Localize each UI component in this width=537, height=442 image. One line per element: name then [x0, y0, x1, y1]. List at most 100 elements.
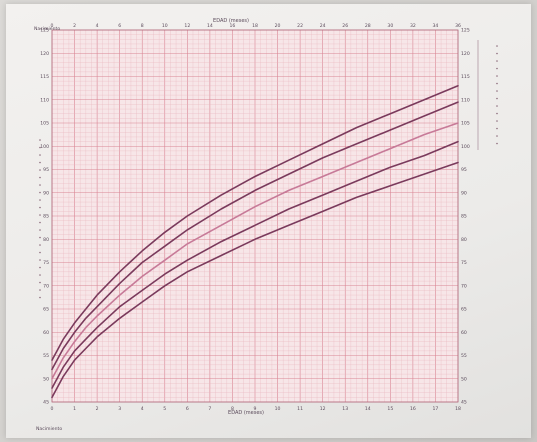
x-tick-top: 4 [96, 23, 99, 29]
margin-mark [39, 154, 41, 156]
margin-mark [39, 251, 41, 254]
x-tick-top: 14 [207, 23, 213, 29]
x-tick-bottom: 15 [387, 406, 393, 412]
x-tick-top: 26 [342, 23, 348, 29]
margin-mark [39, 221, 41, 224]
legend-mark [496, 82, 498, 85]
y-tick-left: 45 [43, 400, 49, 406]
x-tick-top: 22 [297, 23, 303, 29]
y-tick-left: 100 [40, 144, 49, 150]
legend-mark [496, 127, 498, 130]
margin-mark [39, 259, 41, 261]
x-tick-bottom: 16 [410, 406, 416, 412]
margin-mark [39, 266, 41, 269]
x-tick-top: 16 [230, 23, 236, 29]
x-tick-top: 18 [252, 23, 258, 29]
y-tick-left: 80 [43, 237, 49, 243]
margin-mark [39, 274, 41, 276]
margin-mark [39, 244, 41, 246]
x-tick-top: 32 [410, 23, 416, 29]
y-tick-right: 105 [461, 121, 470, 127]
y-tick-right: 70 [461, 283, 467, 289]
x-tick-top: 36 [455, 23, 461, 29]
x-tick-top: 0 [51, 23, 54, 29]
x-tick-bottom: 18 [455, 406, 461, 412]
y-tick-right: 45 [461, 400, 467, 406]
legend-mark [496, 75, 498, 77]
margin-mark [39, 176, 41, 179]
y-tick-right: 115 [461, 74, 470, 80]
margin-mark [39, 289, 41, 291]
margin-mark [39, 281, 41, 284]
legend-mark [496, 52, 498, 55]
margin-mark [39, 199, 41, 201]
x-tick-top: 10 [162, 23, 168, 29]
x-tick-bottom: 9 [254, 406, 257, 412]
legend-mark [496, 112, 498, 115]
margin-mark [39, 191, 41, 194]
legend-mark [496, 97, 498, 100]
legend-mark [496, 120, 498, 122]
y-tick-left: 65 [43, 307, 49, 313]
x-tick-top: 28 [365, 23, 371, 29]
x-tick-top: 24 [320, 23, 326, 29]
legend-mark [496, 105, 498, 107]
series-line-4 [51, 140, 459, 389]
margin-mark [39, 236, 41, 239]
y-tick-left: 90 [43, 190, 49, 196]
bottom-left-label: Nacimiento [36, 426, 62, 432]
y-tick-left: 85 [43, 214, 49, 220]
y-tick-left: 55 [43, 353, 49, 359]
x-tick-bottom: 2 [96, 406, 99, 412]
y-tick-right: 90 [461, 190, 467, 196]
margin-mark [39, 146, 41, 149]
y-tick-left: 125 [40, 28, 49, 34]
series-line-3 [51, 122, 459, 380]
x-tick-bottom: 10 [275, 406, 281, 412]
x-tick-bottom: 0 [51, 406, 54, 412]
y-tick-left: 110 [40, 97, 49, 103]
legend-mark [496, 90, 498, 92]
x-tick-bottom: 17 [433, 406, 439, 412]
y-tick-left: 50 [43, 376, 49, 382]
x-tick-top: 12 [184, 23, 190, 29]
y-tick-right: 95 [461, 167, 467, 173]
x-tick-bottom: 3 [118, 406, 121, 412]
y-tick-left: 115 [40, 74, 49, 80]
y-tick-left: 95 [43, 167, 49, 173]
x-tick-bottom: 4 [141, 406, 144, 412]
y-tick-left: 60 [43, 330, 49, 336]
x-tick-top: 30 [387, 23, 393, 29]
bottom-axis-label: EDAD (meses) [228, 410, 264, 416]
x-tick-top: 8 [141, 23, 144, 29]
tick-labels: 0 2 4 6 8 10 12 14 16 18 20 22 24 26 28 30 32 34 360 1 2 3 4 5 6… [40, 23, 470, 412]
y-tick-right: 60 [461, 330, 467, 336]
y-tick-right: 110 [461, 97, 470, 103]
y-tick-right: 65 [461, 307, 467, 313]
y-tick-right: 50 [461, 376, 467, 382]
series-group [51, 85, 459, 399]
series-line-5 [51, 161, 459, 399]
y-tick-left: 120 [40, 51, 49, 57]
x-tick-top: 20 [275, 23, 281, 29]
x-tick-top: 6 [118, 23, 121, 29]
grid [51, 29, 459, 403]
x-tick-bottom: 5 [163, 406, 166, 412]
y-tick-left: 105 [40, 121, 49, 127]
margin-mark [39, 206, 41, 209]
y-tick-right: 100 [461, 144, 470, 150]
legend-mark [496, 45, 498, 47]
legend-mark [496, 142, 498, 145]
y-tick-right: 125 [461, 28, 470, 34]
right-legend-strip [39, 40, 498, 299]
series-line-2 [51, 101, 459, 371]
margin-mark [39, 169, 41, 171]
y-tick-right: 55 [461, 353, 467, 359]
margin-mark [39, 139, 41, 141]
y-tick-right: 80 [461, 237, 467, 243]
x-tick-bottom: 7 [208, 406, 211, 412]
x-tick-bottom: 6 [186, 406, 189, 412]
margin-mark [39, 229, 41, 231]
y-tick-right: 75 [461, 260, 467, 266]
legend-mark [496, 60, 498, 62]
